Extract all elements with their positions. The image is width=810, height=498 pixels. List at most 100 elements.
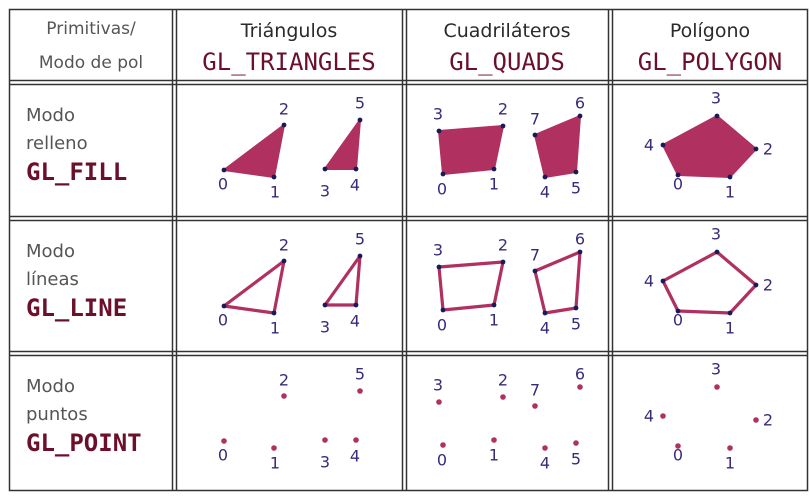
quads-vertex-5 — [542, 174, 548, 180]
col-header-polygon: Polígono GL_POLYGON — [614, 20, 806, 76]
polygon-vertex-label-2: 2 — [763, 140, 773, 159]
col-title-triangles: Triángulos — [240, 20, 338, 42]
polygon-vertex-3 — [714, 384, 720, 390]
quads-vertex-3 — [500, 123, 506, 129]
quads-vertex-1 — [440, 171, 446, 177]
quads-vertex-4 — [532, 268, 538, 274]
polygon-vertex-2 — [753, 282, 759, 288]
table-border — [8, 8, 809, 492]
polygon-vertex-label-1: 1 — [725, 454, 735, 473]
triangles-vertex-2 — [281, 122, 287, 128]
polygon-vertex-2 — [753, 417, 759, 423]
triangles-vertex-label-3: 3 — [320, 453, 330, 472]
polygon-vertex-label-4: 4 — [644, 407, 654, 426]
polygon-filled-shape-0 — [662, 115, 757, 178]
col-title-quads: Cuadriláteros — [443, 20, 571, 42]
quads-vertex-1 — [440, 307, 446, 313]
polygon-vertex-label-2: 2 — [763, 411, 773, 430]
triangles-vertex-label-4: 4 — [350, 447, 360, 466]
quads-vertex-0 — [436, 399, 442, 405]
triangles-vertex-label-1: 1 — [270, 454, 280, 473]
triangles-vertex-label-3: 3 — [320, 318, 330, 337]
triangles-point: 0 1 2 3 4 5 — [218, 365, 365, 473]
polygon-vertex-1 — [727, 174, 733, 180]
row-label-line: Modo líneas GL_LINE — [26, 238, 127, 322]
quads-vertex-label-4: 4 — [540, 319, 550, 338]
quads-vertex-4 — [532, 132, 538, 138]
triangles-vertex-3 — [322, 437, 328, 443]
quads-point: 0 1 2 3 4 5 6 7 — [433, 365, 585, 473]
quads-line: 0 1 2 3 4 5 6 7 — [433, 230, 585, 338]
triangles-vertex-4 — [353, 437, 359, 443]
col-code-quads: GL_QUADS — [449, 48, 565, 76]
quads-vertex-label-6: 6 — [575, 94, 585, 113]
polygon-vertex-label-0: 0 — [673, 446, 683, 465]
quads-vertex-2 — [491, 437, 497, 443]
quads-vertex-label-6: 6 — [575, 230, 585, 249]
quads-vertex-label-1: 1 — [489, 446, 499, 465]
polygon-vertex-label-2: 2 — [763, 276, 773, 295]
polygon-vertex-label-1: 1 — [725, 183, 735, 202]
triangles-vertex-label-2: 2 — [279, 371, 289, 390]
quads-vertex-label-0: 0 — [437, 451, 447, 470]
quads-vertex-label-7: 7 — [530, 246, 540, 265]
quads-vertex-6 — [573, 440, 579, 446]
polygon-vertex-0 — [675, 308, 681, 314]
triangles-vertex-3 — [322, 166, 328, 172]
quads-vertex-label-3: 3 — [433, 105, 443, 124]
quads-vertex-1 — [440, 442, 446, 448]
polygon-point: 0 1 2 3 4 — [644, 360, 773, 473]
triangles-vertex-label-2: 2 — [279, 100, 289, 119]
triangles-vertex-label-5: 5 — [355, 230, 365, 249]
corner-line-1: Primitivas/ — [46, 19, 136, 39]
quads-vertex-0 — [436, 128, 442, 134]
polygon-vertex-0 — [675, 172, 681, 178]
quads-vertex-label-2: 2 — [498, 236, 508, 255]
corner-header: Primitivas/ Modo de pol — [10, 12, 172, 80]
triangles-vertex-0 — [221, 438, 227, 444]
quads-vertex-5 — [542, 445, 548, 451]
polygon-vertex-1 — [727, 445, 733, 451]
quads-vertex-label-0: 0 — [437, 180, 447, 199]
triangles-vertex-4 — [353, 166, 359, 172]
quads-vertex-label-2: 2 — [498, 100, 508, 119]
triangles-filled-shape-0 — [223, 124, 285, 178]
triangles-vertex-label-5: 5 — [355, 94, 365, 113]
quads-vertex-label-5: 5 — [571, 315, 581, 334]
triangles-vertex-5 — [357, 388, 363, 394]
quads-filled-shape-1 — [534, 115, 581, 178]
quads-vertex-6 — [573, 305, 579, 311]
quads-vertex-label-1: 1 — [489, 175, 499, 194]
quads-vertex-label-7: 7 — [530, 381, 540, 400]
polygon-vertex-3 — [714, 113, 720, 119]
row-point-line-1: Modo — [26, 376, 75, 397]
triangles-vertex-label-2: 2 — [279, 236, 289, 255]
polygon-vertex-0 — [675, 443, 681, 449]
triangles-vertex-1 — [271, 310, 277, 316]
triangles-vertex-label-0: 0 — [218, 175, 228, 194]
quads-vertex-label-4: 4 — [540, 454, 550, 473]
quads-vertex-label-6: 6 — [575, 365, 585, 384]
polygon-vertex-4 — [660, 142, 666, 148]
polygon-vertex-4 — [660, 278, 666, 284]
triangles-vertex-2 — [281, 258, 287, 264]
quads-vertex-label-1: 1 — [489, 311, 499, 330]
polygon-vertex-label-4: 4 — [644, 272, 654, 291]
quads-vertex-label-3: 3 — [433, 241, 443, 260]
polygon-line: 0 1 2 3 4 — [644, 225, 773, 338]
triangles-fill: 0 1 2 3 4 5 — [218, 94, 365, 202]
triangles-vertex-4 — [353, 302, 359, 308]
triangles-filled-shape-1 — [324, 119, 361, 170]
row-label-point: Modo puntos GL_POINT — [26, 373, 142, 457]
triangles-vertex-label-1: 1 — [270, 319, 280, 338]
triangles-vertex-5 — [357, 117, 363, 123]
quads-vertex-2 — [491, 302, 497, 308]
quads-vertex-4 — [532, 403, 538, 409]
col-header-triangles: Triángulos GL_TRIANGLES — [180, 20, 398, 76]
col-code-triangles: GL_TRIANGLES — [202, 48, 376, 76]
polygon-vertex-3 — [714, 249, 720, 255]
quads-vertex-label-0: 0 — [437, 316, 447, 335]
quads-fill: 0 1 2 3 4 5 6 7 — [433, 94, 585, 202]
quads-vertex-0 — [436, 264, 442, 270]
